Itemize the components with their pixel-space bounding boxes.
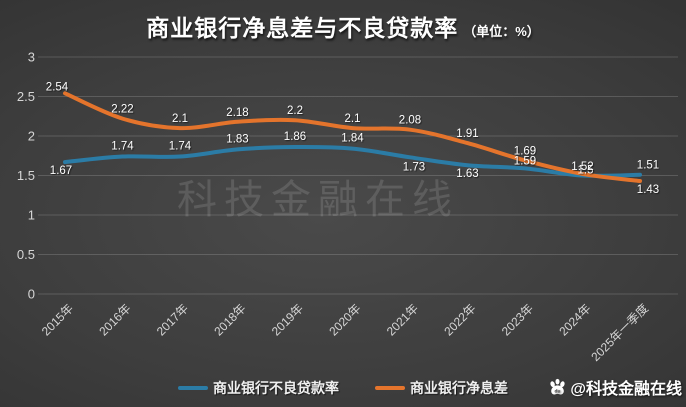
data-label: 2.18: [226, 107, 248, 119]
chart-title-unit: （单位：%）: [463, 24, 540, 39]
legend-item-1: 商业银行净息差: [375, 378, 508, 398]
data-label: 1.69: [514, 145, 536, 157]
x-axis-category-label: 2022年: [441, 301, 478, 338]
chart-legend: 商业银行不良贷款率 商业银行净息差: [0, 378, 686, 398]
data-label: 1.59: [514, 155, 536, 167]
data-label: 1.74: [111, 141, 134, 153]
x-axis-category-label: 2020年: [326, 301, 363, 338]
data-label: 1.84: [341, 133, 364, 145]
y-axis-tick-label: 2: [28, 129, 35, 144]
data-label: 1.91: [456, 128, 478, 140]
x-axis-category-label: 2015年: [39, 301, 76, 338]
y-axis-tick-label: 2.5: [17, 89, 35, 104]
baidu-paw-icon: du: [550, 378, 565, 394]
data-label: 1.63: [456, 168, 478, 180]
x-axis-category-label: 2025年一季度: [588, 301, 651, 364]
data-label: 2.1: [172, 113, 188, 125]
data-label: 1.51: [637, 160, 659, 172]
x-axis-category-label: 2021年: [384, 301, 421, 338]
x-axis-category-label: 2016年: [96, 301, 133, 338]
y-axis-tick-label: 0: [28, 287, 35, 302]
credit-watermark: du @科技金融在线: [547, 375, 682, 399]
x-axis-category-label: 2018年: [211, 301, 248, 338]
x-axis-category-label: 2023年: [499, 301, 536, 338]
data-label: 2.2: [287, 105, 303, 117]
data-label: 1.73: [403, 161, 425, 173]
chart-title-text: 商业银行净息差与不良贷款率: [146, 15, 459, 41]
data-label: 1.74: [169, 141, 192, 153]
x-axis-category-label: 2024年: [556, 301, 593, 338]
data-label: 1.67: [50, 165, 72, 177]
legend-label: 商业银行不良贷款率: [213, 380, 339, 396]
legend-line-swatch: [178, 386, 208, 390]
svg-text:du: du: [555, 388, 561, 394]
credit-watermark-text: @科技金融在线: [570, 381, 682, 398]
x-axis-category-label: 2017年: [154, 301, 191, 338]
series-line: [63, 91, 642, 184]
data-label: 2.54: [46, 81, 69, 93]
data-label: 2.08: [399, 115, 421, 127]
y-axis-tick-label: 1.5: [17, 168, 35, 183]
data-label: 2.22: [111, 104, 133, 116]
series-line: [63, 145, 642, 178]
legend-label: 商业银行净息差: [410, 380, 508, 396]
data-label: 2.1: [345, 113, 361, 125]
data-label: 1.43: [637, 184, 659, 196]
y-axis-tick-label: 1: [28, 208, 35, 223]
y-axis-tick-label: 0.5: [17, 247, 35, 262]
data-label: 1.83: [226, 133, 248, 145]
data-label: 1.86: [284, 131, 306, 143]
data-label: 1.52: [571, 161, 593, 173]
legend-item-0: 商业银行不良贷款率: [178, 378, 339, 398]
chart-title: 商业银行净息差与不良贷款率 （单位：%）: [0, 9, 686, 43]
legend-line-swatch: [375, 386, 405, 390]
data-label: 1.5: [578, 165, 594, 177]
x-axis-category-label: 2019年: [269, 301, 306, 338]
y-axis-tick-label: 3: [28, 50, 35, 65]
